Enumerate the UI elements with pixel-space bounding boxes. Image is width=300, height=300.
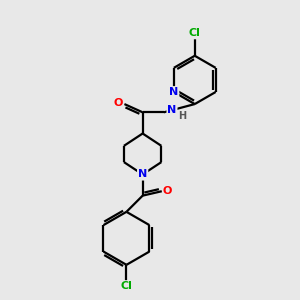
Text: N: N [167, 105, 177, 115]
Text: N: N [138, 169, 147, 179]
Text: H: H [178, 111, 186, 121]
Text: Cl: Cl [189, 28, 201, 38]
Text: O: O [114, 98, 123, 108]
Text: Cl: Cl [121, 281, 132, 291]
Text: N: N [169, 87, 178, 97]
Text: N: N [138, 169, 147, 179]
Text: O: O [163, 186, 172, 196]
